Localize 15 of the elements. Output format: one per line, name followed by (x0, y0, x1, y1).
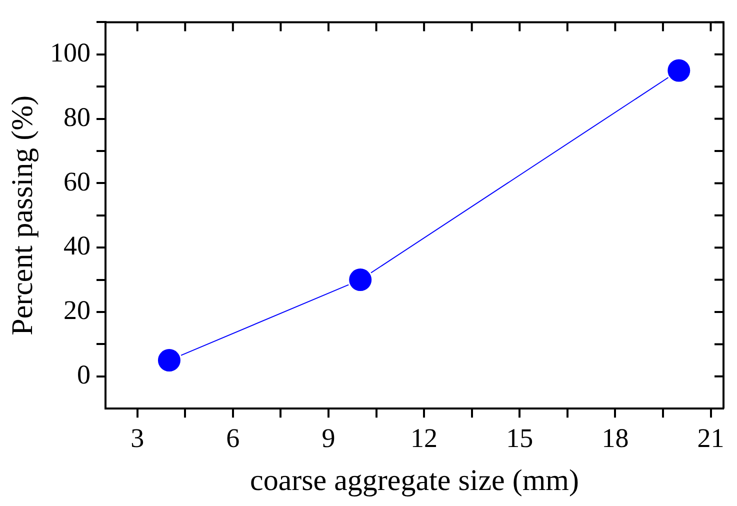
x-tick-label: 18 (602, 422, 629, 453)
x-tick-label: 3 (130, 422, 144, 453)
x-tick-label: 15 (506, 422, 534, 453)
x-tick-label: 9 (322, 422, 336, 453)
y-tick-label: 40 (64, 230, 90, 261)
x-tick-label: 21 (697, 422, 724, 453)
y-tick-label: 100 (50, 37, 90, 68)
x-tick-label: 6 (226, 422, 240, 453)
y-tick-label: 0 (77, 359, 90, 390)
x-tick-label: 12 (410, 422, 438, 453)
y-tick-label: 80 (64, 102, 90, 132)
y-tick-label: 60 (64, 166, 90, 196)
y-axis-title: Percent passing (%) (6, 95, 39, 336)
x-axis-title: coarse aggregate size (mm) (250, 464, 579, 497)
y-tick-label: 20 (64, 295, 90, 326)
